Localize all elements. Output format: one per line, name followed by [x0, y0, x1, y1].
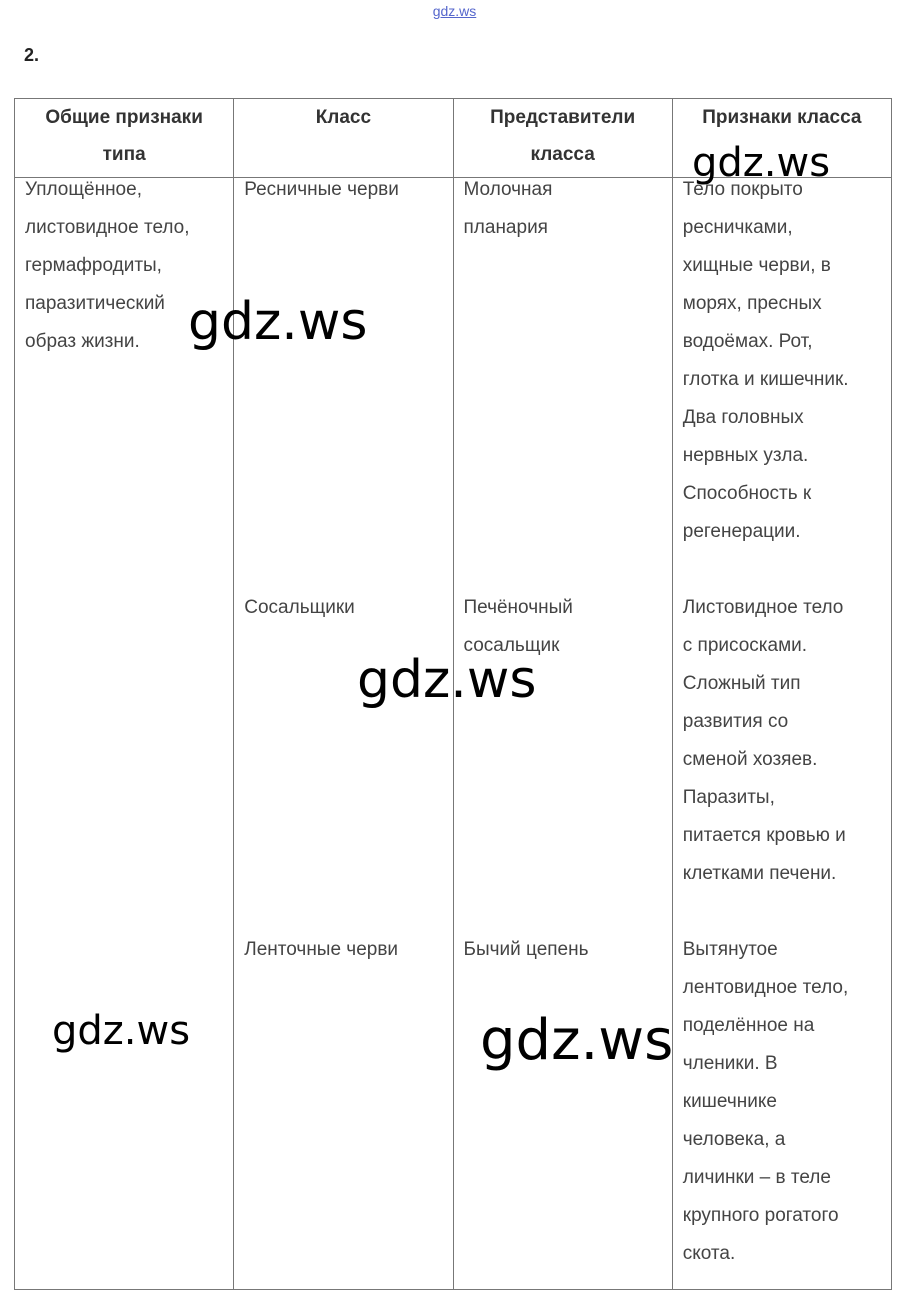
- cell-line: с присосками.: [682, 635, 808, 656]
- cell-content: Листовидное тело с присосками. Сложный тип…: [683, 589, 881, 938]
- cell-line: планария: [463, 217, 548, 238]
- cell-content: Ленточные черви: [244, 931, 442, 985]
- header-line: Представители: [490, 107, 636, 128]
- cell-line: Бычий цепень: [463, 939, 589, 960]
- table-cell: Тело покрыто ресничками, хищные черви, в мо…: [671, 177, 893, 596]
- cell-content: Бычий цепень: [464, 931, 662, 985]
- cell-line: Тело покрыто: [682, 179, 803, 200]
- cell-line: Сосальщики: [244, 597, 355, 618]
- column-header: Класс: [233, 98, 454, 178]
- watermark: gdz.ws: [188, 292, 368, 352]
- header-line: типа: [102, 144, 146, 165]
- cell-line: регенерации.: [682, 521, 801, 542]
- column-header: Общие признаки типа: [13, 98, 235, 178]
- table-cell: Вытянутое лентовидное тело, поделённое на ч…: [671, 938, 893, 1290]
- cell-line: лентовидное тело,: [682, 977, 849, 998]
- watermark: gdz.ws: [480, 1008, 674, 1073]
- cell-line: паразитический: [25, 293, 165, 314]
- watermark: gdz.ws: [692, 140, 831, 186]
- cell-line: членики. В: [682, 1053, 778, 1074]
- cell-line: Способность к: [682, 483, 812, 504]
- cell-line: Два головных: [682, 407, 804, 428]
- cell-line: Уплощённое,: [25, 179, 142, 200]
- cell-line: развития со: [682, 711, 789, 732]
- cell-content: Вытянутое лентовидное тело, поделённое на ч…: [683, 931, 881, 1289]
- cell-line: Вытянутое: [682, 939, 778, 960]
- cell-line: кишечнике: [682, 1091, 777, 1112]
- cell-line: Ресничные черви: [244, 179, 399, 200]
- cell-content: [25, 931, 223, 947]
- header-row: Общие признаки типа Класс Представители клас…: [13, 98, 893, 178]
- site-link[interactable]: gdz.ws: [432, 3, 477, 19]
- cell-line: человека, а: [682, 1129, 786, 1150]
- table-row: Уплощённое, листовидное тело, гермафродиты…: [13, 177, 893, 596]
- cell-line: листовидное тело,: [25, 217, 190, 238]
- cell-content: Ресничные черви: [244, 171, 442, 254]
- table-cell: Уплощённое, листовидное тело, гермафродиты…: [13, 177, 235, 596]
- table-row: Сосальщики Печёночный сосальщик Листовидное…: [13, 596, 893, 938]
- cell-line: Печёночный: [463, 597, 573, 618]
- cell-line: хищные черви, в: [682, 255, 831, 276]
- table-cell: Ленточные черви: [233, 938, 454, 1290]
- cell-line: Ленточные черви: [244, 939, 399, 960]
- header-line: Признаки класса: [702, 107, 862, 128]
- cell-line: морях, пресных: [682, 293, 822, 314]
- cell-line: личинки – в теле: [682, 1167, 831, 1188]
- table: Общие признаки типа Класс Представители клас…: [13, 98, 893, 1290]
- cell-line: Паразиты,: [682, 787, 775, 808]
- cell-line: Молочная: [463, 179, 553, 200]
- table-cell: Листовидное тело с присосками. Сложный тип…: [671, 596, 893, 938]
- cell-line: Сложный тип: [682, 673, 801, 694]
- cell-line: сменой хозяев.: [682, 749, 818, 770]
- table-body: Уплощённое, листовидное тело, гермафродиты…: [13, 177, 893, 1290]
- cell-line: клетками печени.: [682, 863, 837, 884]
- watermark: gdz.ws: [52, 1008, 191, 1054]
- column-header: Признаки класса: [671, 98, 893, 178]
- cell-line: питается кровью и: [682, 825, 846, 846]
- cell-line: ресничками,: [682, 217, 793, 238]
- cell-line: глотка и кишечник.: [682, 369, 849, 390]
- cell-line: гермафродиты,: [25, 255, 162, 276]
- table-cell: Сосальщики: [233, 596, 454, 938]
- task-number: 2.: [24, 45, 40, 65]
- cell-content: Молочная планария: [464, 171, 662, 292]
- watermark: gdz.ws: [357, 650, 537, 710]
- cell-line: нервных узла.: [682, 445, 809, 466]
- cell-line: скота.: [682, 1243, 736, 1264]
- table-cell: Молочная планария: [452, 177, 673, 596]
- cell-line: сосальщик: [463, 635, 560, 656]
- cell-line: образ жизни.: [25, 331, 140, 352]
- cell-content: Уплощённое, листовидное тело, гермафродиты…: [25, 171, 223, 406]
- cell-content: [25, 589, 223, 634]
- cell-line: поделённое на: [682, 1015, 815, 1036]
- cell-line: крупного рогатого: [682, 1205, 839, 1226]
- table-row: Ленточные черви Бычий цепень Вытянутое лент…: [13, 938, 893, 1290]
- table-cell: Печёночный сосальщик: [452, 596, 673, 938]
- header-line: Общие признаки: [45, 107, 203, 128]
- table-cell: [13, 938, 235, 1290]
- header-line: класса: [530, 144, 595, 165]
- table-cell: [13, 596, 235, 938]
- cell-content: Печёночный сосальщик: [464, 589, 662, 710]
- table-cell: Бычий цепень: [452, 938, 673, 1290]
- column-header: Представители класса: [452, 98, 673, 178]
- cell-content: Тело покрыто ресничками, хищные черви, в мо…: [683, 171, 881, 596]
- table-cell: Ресничные черви: [233, 177, 454, 596]
- cell-line: Листовидное тело: [682, 597, 844, 618]
- cell-line: водоёмах. Рот,: [682, 331, 813, 352]
- header-line: Класс: [315, 107, 372, 128]
- cell-content: Сосальщики: [244, 589, 442, 672]
